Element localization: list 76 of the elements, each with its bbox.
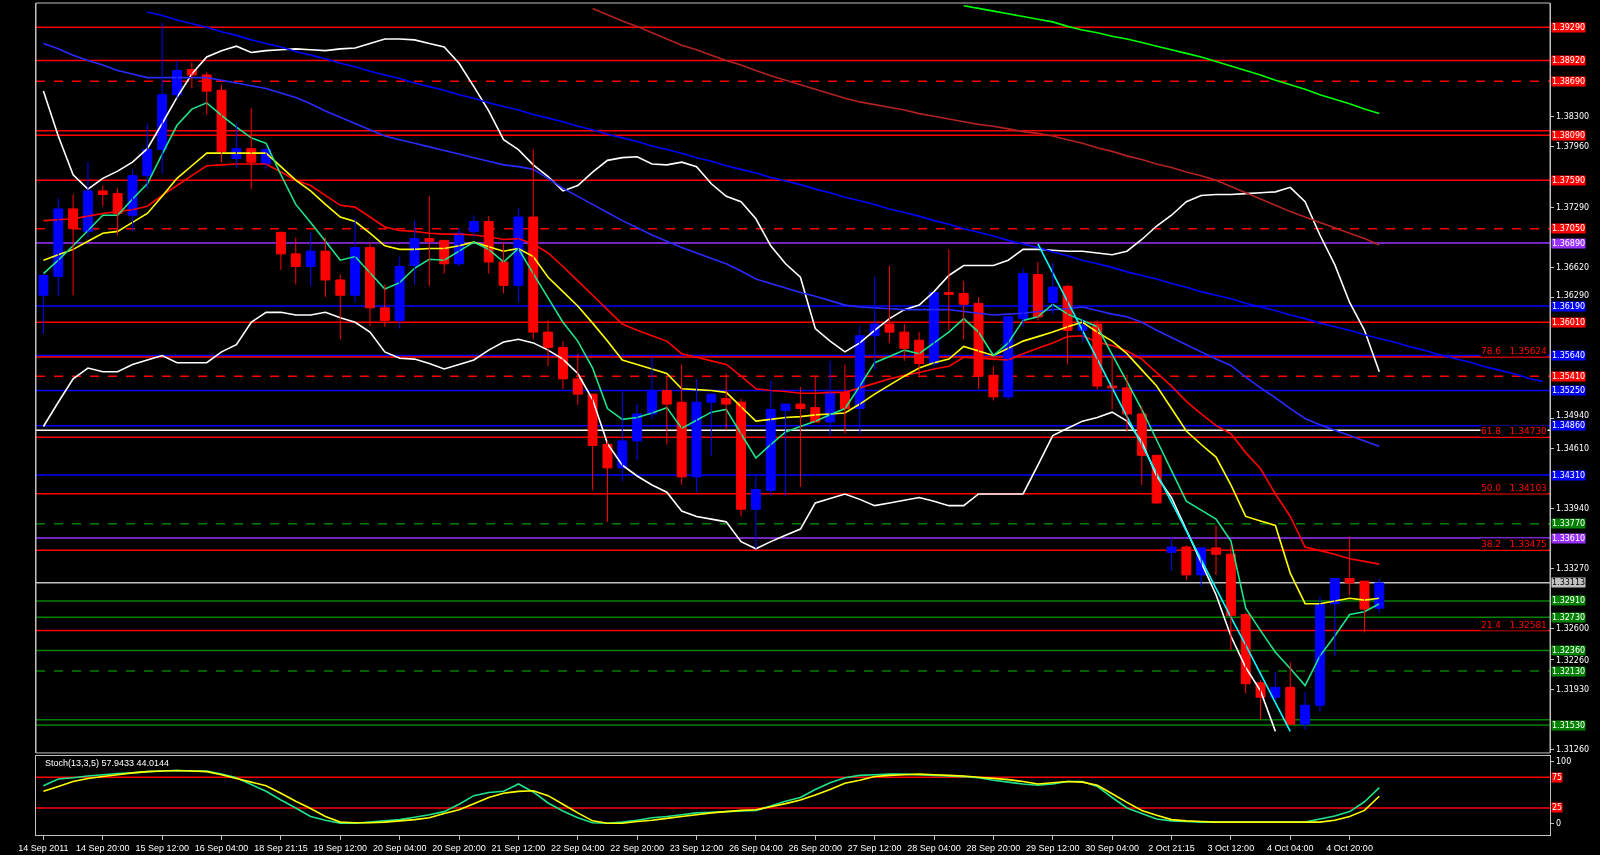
- ref-line-label: 25: [1552, 803, 1563, 812]
- ref-line-label: 1.34860: [1552, 421, 1586, 430]
- y-tick-label: 1.33270: [1556, 564, 1590, 573]
- x-tick-label: 29 Sep 12:00: [1025, 842, 1080, 853]
- x-tick-label: 4 Oct 20:00: [1326, 842, 1373, 853]
- x-tick-label: 21 Sep 12:00: [491, 842, 546, 853]
- y-tick-label: 1.36290: [1556, 291, 1590, 300]
- line-series: [962, 4, 1381, 115]
- x-tick-label: 15 Sep 12:00: [135, 842, 189, 853]
- x-tick-label: 26 Sep 20:00: [788, 842, 843, 853]
- x-tick-label: 22 Sep 04:00: [550, 842, 605, 853]
- annotation: 21.4 1.32581: [1481, 620, 1547, 630]
- x-tick-label: 22 Sep 20:00: [610, 842, 664, 853]
- x-tick-label: 20 Sep 20:00: [432, 842, 486, 853]
- ref-line-label: 1.32730: [1552, 613, 1586, 622]
- y-tick-label: 1.37960: [1556, 142, 1590, 151]
- ref-line-label: 1.36010: [1552, 318, 1586, 327]
- x-tick-label: 20 Sep 04:00: [372, 842, 427, 853]
- x-tick-label: 28 Sep 04:00: [907, 842, 961, 853]
- x-tick-label: 18 Sep 21:15: [254, 842, 308, 853]
- x-tick-label: 27 Sep 12:00: [847, 842, 902, 853]
- y-tick-label: 1.34940: [1556, 411, 1590, 420]
- y-tick-label: 100: [1556, 757, 1572, 766]
- ref-line-label: 1.34310: [1552, 471, 1586, 480]
- y-tick-label: 1.32260: [1556, 656, 1590, 665]
- ref-line-label: 1.33113: [1552, 578, 1586, 587]
- ref-line-label: 1.33610: [1552, 534, 1586, 543]
- ref-line-label: 1.36890: [1552, 239, 1586, 248]
- line-series: [591, 7, 1381, 246]
- candlestick: [1314, 595, 1325, 713]
- x-tick-label: 4 Oct 04:00: [1266, 842, 1314, 853]
- x-tick-label: 19 Sep 12:00: [313, 842, 368, 853]
- y-tick-label: 1.33940: [1556, 504, 1590, 513]
- ref-line-label: 1.33770: [1552, 519, 1586, 528]
- ref-line-label: 75: [1552, 773, 1563, 782]
- x-tick-label: 23 Sep 12:00: [669, 842, 724, 853]
- x-tick-label: 16 Sep 04:00: [194, 842, 249, 853]
- ref-line-label: 1.35640: [1552, 351, 1586, 360]
- x-tick-label: 2 Oct 21:15: [1148, 842, 1195, 853]
- ref-line-label: 1.32910: [1552, 596, 1586, 605]
- ref-line-label: 1.38920: [1552, 56, 1586, 65]
- x-tick-label: 26 Sep 04:00: [729, 842, 783, 853]
- line-series: [42, 42, 1381, 448]
- ref-line-label: 1.39290: [1552, 23, 1586, 32]
- y-tick-label: 1.36620: [1556, 263, 1590, 272]
- y-tick-label: 1.31260: [1556, 745, 1590, 754]
- x-tick-label: 30 Sep 04:00: [1085, 842, 1139, 853]
- x-tick-label: 14 Sep 2011: [18, 842, 69, 853]
- chart-title: Stoch(13,3,5) 57.9433 44.0144: [45, 758, 170, 768]
- ref-line-label: 1.32130: [1552, 667, 1586, 676]
- candlestick: [83, 161, 93, 238]
- ref-line-label: 1.37050: [1552, 224, 1586, 233]
- ref-line-label: 1.37590: [1552, 176, 1586, 185]
- y-tick-label: 1.31930: [1556, 685, 1590, 694]
- annotation: 50.0 1.34103: [1481, 483, 1547, 493]
- y-tick-label: 1.37290: [1556, 203, 1590, 212]
- annotation: 78.6 1.35624: [1481, 346, 1548, 356]
- x-tick-label: 28 Sep 20:00: [966, 842, 1021, 853]
- y-tick-label: 1.38300: [1556, 112, 1590, 121]
- y-tick-label: 1.32600: [1556, 624, 1590, 633]
- line-series: [42, 769, 1381, 825]
- line-series: [1037, 243, 1292, 733]
- ref-line-label: 1.32360: [1552, 646, 1586, 655]
- ref-line-label: 1.36190: [1552, 302, 1586, 311]
- y-tick-label: 0: [1556, 819, 1562, 828]
- ref-line-label: 1.38690: [1552, 77, 1586, 86]
- ref-line-label: 1.35410: [1552, 372, 1586, 381]
- annotation: 61.8 1.34730: [1481, 426, 1548, 436]
- ref-line-label: 1.38090: [1552, 131, 1586, 140]
- line-series: [42, 38, 1381, 373]
- ref-line-label: 1.35250: [1552, 386, 1586, 395]
- ref-line-label: 1.31530: [1552, 721, 1586, 730]
- x-tick-label: 14 Sep 20:00: [76, 842, 130, 853]
- y-tick-label: 1.34610: [1556, 444, 1590, 453]
- annotation: 38.2 1.33475: [1481, 539, 1547, 549]
- x-tick-label: 3 Oct 12:00: [1207, 842, 1255, 853]
